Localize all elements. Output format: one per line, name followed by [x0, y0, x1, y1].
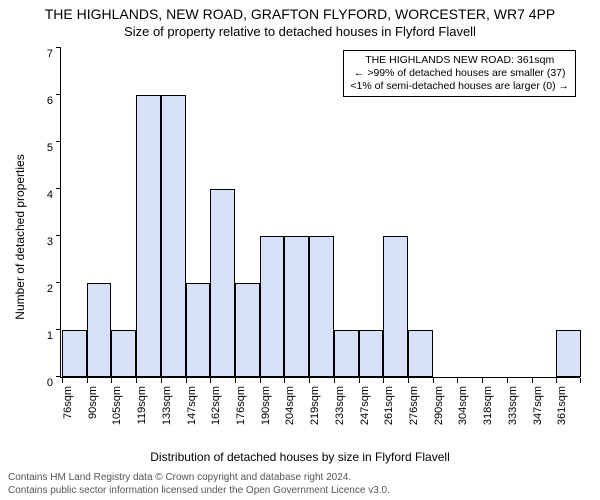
x-tick-mark [284, 378, 285, 383]
x-tick-mark [186, 378, 187, 383]
x-tick-label: 219sqm [309, 386, 321, 446]
histogram-bar [136, 95, 161, 377]
y-tick-mark [56, 235, 61, 236]
x-tick-mark [87, 378, 88, 383]
x-tick-label: 290sqm [433, 386, 445, 446]
histogram-bar [161, 95, 186, 377]
y-tick-mark [56, 94, 61, 95]
histogram-bar [359, 330, 384, 377]
x-tick-label: 76sqm [62, 386, 74, 446]
x-tick-mark [482, 378, 483, 383]
histogram-bar [284, 236, 309, 377]
x-tick-label: 90sqm [87, 386, 99, 446]
x-tick-mark [161, 378, 162, 383]
x-tick-mark [433, 378, 434, 383]
x-tick-mark [111, 378, 112, 383]
y-tick-label: 3 [29, 236, 53, 248]
x-tick-mark [260, 378, 261, 383]
histogram-bar [186, 283, 211, 377]
histogram-bar [334, 330, 359, 377]
y-tick-label: 4 [29, 189, 53, 201]
y-tick-label: 0 [29, 377, 53, 389]
footer-line2: Contains public sector information licen… [8, 485, 592, 496]
x-tick-label: 176sqm [235, 386, 247, 446]
x-tick-mark [507, 378, 508, 383]
x-tick-label: 233sqm [334, 386, 346, 446]
x-tick-label: 261sqm [383, 386, 395, 446]
x-tick-label: 318sqm [482, 386, 494, 446]
annotation-line3: <1% of semi-detached houses are larger (… [350, 80, 569, 93]
histogram-bar [62, 330, 87, 377]
x-tick-mark [334, 378, 335, 383]
histogram-bar [309, 236, 334, 377]
x-tick-label: 304sqm [457, 386, 469, 446]
x-tick-label: 247sqm [359, 386, 371, 446]
x-tick-mark [309, 378, 310, 383]
x-tick-label: 204sqm [284, 386, 296, 446]
x-tick-label: 361sqm [556, 386, 568, 446]
y-tick-mark [56, 188, 61, 189]
x-tick-label: 276sqm [408, 386, 420, 446]
chart-title-line2: Size of property relative to detached ho… [0, 24, 600, 39]
x-tick-label: 190sqm [260, 386, 272, 446]
histogram-bar [210, 189, 235, 377]
y-tick-label: 5 [29, 142, 53, 154]
y-tick-mark [56, 329, 61, 330]
x-tick-mark [210, 378, 211, 383]
x-tick-mark [580, 378, 581, 383]
x-tick-mark [532, 378, 533, 383]
histogram-bar [260, 236, 285, 377]
histogram-bar [408, 330, 433, 377]
x-tick-mark [457, 378, 458, 383]
footer-line1: Contains HM Land Registry data © Crown c… [8, 472, 592, 483]
x-tick-mark [136, 378, 137, 383]
x-tick-label: 147sqm [186, 386, 198, 446]
histogram-bar [556, 330, 581, 377]
y-tick-label: 1 [29, 330, 53, 342]
y-axis-label: Number of detached properties [13, 122, 27, 352]
x-tick-label: 162sqm [210, 386, 222, 446]
histogram-bar [87, 283, 112, 377]
x-tick-label: 133sqm [161, 386, 173, 446]
x-tick-mark [383, 378, 384, 383]
x-tick-mark [235, 378, 236, 383]
histogram-bar [383, 236, 408, 377]
x-tick-mark [62, 378, 63, 383]
x-tick-label: 333sqm [507, 386, 519, 446]
x-tick-label: 347sqm [532, 386, 544, 446]
y-tick-mark [56, 141, 61, 142]
y-tick-mark [56, 376, 61, 377]
x-axis-label: Distribution of detached houses by size … [0, 450, 600, 464]
x-tick-label: 105sqm [111, 386, 123, 446]
chart-title-line1: THE HIGHLANDS, NEW ROAD, GRAFTON FLYFORD… [0, 6, 600, 22]
histogram-bar [111, 330, 136, 377]
x-tick-mark [556, 378, 557, 383]
y-tick-mark [56, 282, 61, 283]
x-tick-label: 119sqm [136, 386, 148, 446]
annotation-line1: THE HIGHLANDS NEW ROAD: 361sqm [350, 54, 569, 67]
x-tick-mark [359, 378, 360, 383]
y-tick-label: 7 [29, 48, 53, 60]
x-tick-mark [408, 378, 409, 383]
histogram-bar [235, 283, 260, 377]
y-tick-label: 6 [29, 95, 53, 107]
chart-page: THE HIGHLANDS, NEW ROAD, GRAFTON FLYFORD… [0, 0, 600, 500]
y-tick-mark [56, 47, 61, 48]
annotation-box: THE HIGHLANDS NEW ROAD: 361sqm ← >99% of… [343, 50, 576, 97]
y-tick-label: 2 [29, 283, 53, 295]
annotation-line2: ← >99% of detached houses are smaller (3… [350, 67, 569, 80]
plot-area: THE HIGHLANDS NEW ROAD: 361sqm ← >99% of… [60, 48, 580, 378]
